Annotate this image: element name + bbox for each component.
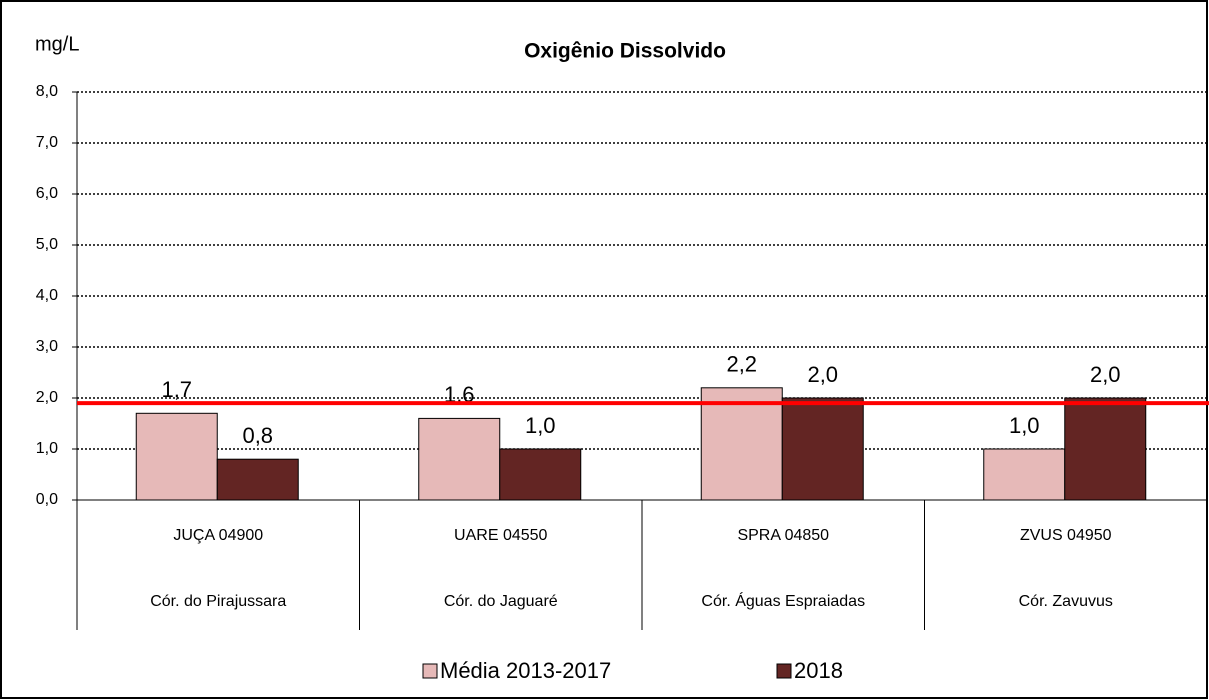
x-group-label: Cór. Zavuvus [1019, 593, 1113, 610]
legend-label: Média 2013-2017 [440, 658, 611, 683]
bar [216, 458, 299, 501]
data-label: 2,0 [1090, 362, 1121, 387]
legend-label: 2018 [794, 658, 843, 683]
x-group-label: Cór. Águas Espraiadas [701, 591, 865, 610]
x-tick-label: JUÇA 04900 [173, 527, 263, 544]
data-label: 0,8 [242, 423, 273, 448]
bar [700, 387, 783, 501]
bar [135, 412, 218, 501]
x-group-label: Cór. do Pirajussara [150, 593, 286, 610]
data-label: 2,2 [726, 352, 757, 377]
x-tick-label: UARE 04550 [454, 527, 547, 544]
y-axis-label: mg/L [35, 33, 79, 55]
y-tick-label: 6,0 [36, 185, 58, 202]
y-tick-label: 4,0 [36, 287, 58, 304]
legend-swatch [422, 663, 438, 679]
bar [499, 448, 582, 501]
y-tick-label: 5,0 [36, 236, 58, 253]
y-tick-label: 0,0 [36, 491, 58, 508]
x-group-label: Cór. do Jaguaré [444, 593, 558, 610]
y-tick-label: 7,0 [36, 134, 58, 151]
y-tick-label: 3,0 [36, 338, 58, 355]
bar [781, 397, 864, 501]
bar [418, 417, 501, 501]
x-tick-label: SPRA 04850 [737, 527, 829, 544]
chart-title: Oxigênio Dissolvido [524, 40, 726, 63]
y-tick-label: 1,0 [36, 440, 58, 457]
bar [983, 448, 1066, 501]
legend-swatch [776, 663, 792, 679]
data-label: 1,7 [161, 377, 192, 402]
bar [1064, 397, 1147, 501]
data-label: 1,0 [525, 413, 556, 438]
y-tick-label: 2,0 [36, 389, 58, 406]
y-tick-label: 8,0 [36, 83, 58, 100]
data-label: 1,0 [1009, 413, 1040, 438]
data-label: 2,0 [807, 362, 838, 387]
x-tick-label: ZVUS 04950 [1020, 527, 1112, 544]
